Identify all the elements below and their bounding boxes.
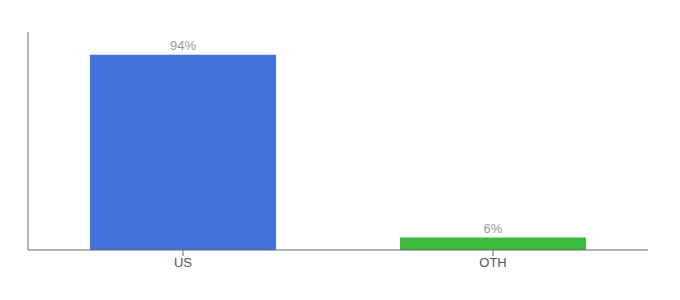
- svg-text:6%: 6%: [484, 221, 503, 236]
- svg-text:94%: 94%: [170, 38, 196, 53]
- svg-text:US: US: [174, 255, 192, 270]
- svg-text:OTH: OTH: [479, 255, 506, 270]
